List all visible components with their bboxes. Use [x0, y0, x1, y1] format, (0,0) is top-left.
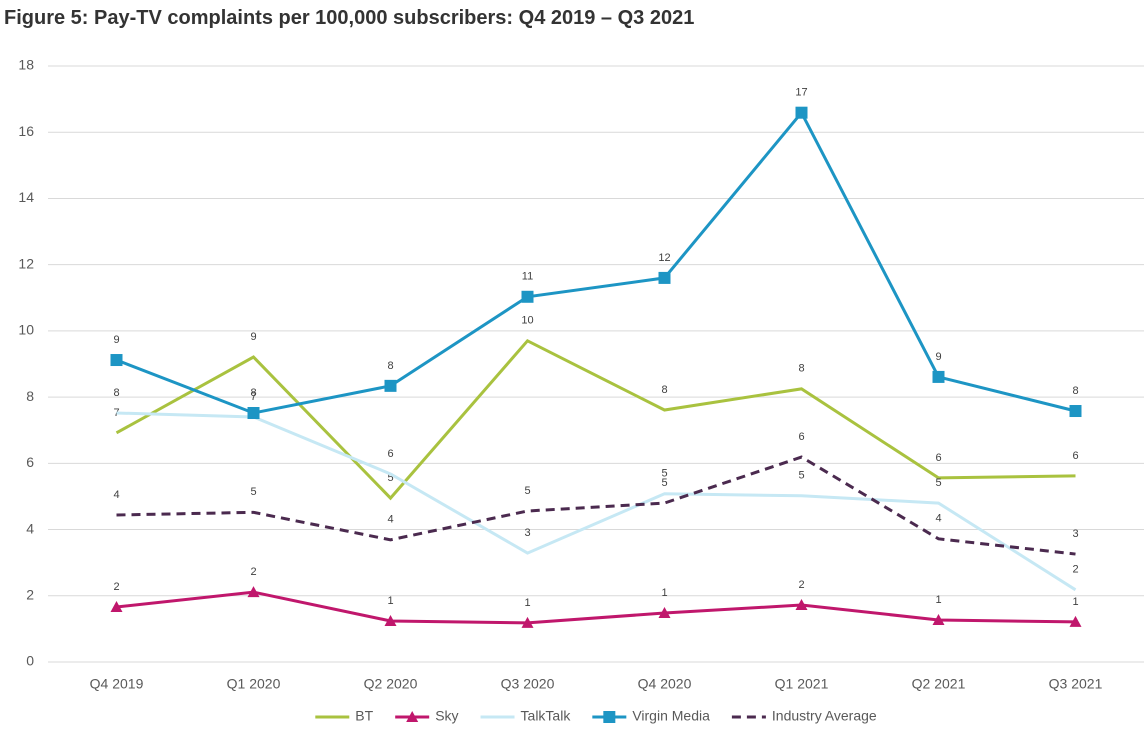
x-tick-label: Q3 2021	[1049, 676, 1103, 692]
data-label: 4	[387, 514, 393, 526]
data-label: 5	[935, 477, 941, 489]
data-label: 1	[387, 595, 393, 607]
data-label: 2	[798, 579, 804, 591]
x-tick-label: Q4 2019	[90, 676, 144, 692]
y-tick-label: 16	[18, 123, 34, 139]
legend-item: Industry Average	[731, 708, 877, 724]
series-line	[115, 109, 1076, 415]
data-label: 2	[1072, 564, 1078, 576]
data-label: 11	[522, 271, 533, 283]
data-label: 4	[935, 513, 941, 525]
marker	[1069, 615, 1082, 627]
data-label: 6	[387, 448, 393, 460]
marker	[384, 614, 397, 626]
chart-title: Figure 5: Pay-TV complaints per 100,000 …	[4, 7, 694, 29]
data-label: 1	[524, 597, 530, 609]
x-tick-label: Q2 2021	[912, 676, 966, 692]
data-label: 6	[1072, 450, 1078, 462]
data-label: 1	[661, 587, 667, 599]
x-tick-label: Q2 2020	[364, 676, 418, 692]
marker	[406, 711, 419, 722]
series-line	[116, 411, 1077, 592]
legend-label: BT	[355, 708, 373, 724]
marker	[110, 601, 123, 613]
data-label: 8	[113, 387, 119, 399]
y-tick-label: 12	[18, 255, 34, 271]
marker	[932, 613, 945, 625]
marker	[1069, 405, 1082, 418]
data-label: 5	[661, 477, 667, 489]
y-tick-label: 4	[26, 520, 34, 536]
data-label: 12	[658, 252, 670, 264]
data-label: 3	[524, 527, 530, 539]
legend: BT Sky TalkTalk Virgin Media Industry Averag…	[315, 708, 877, 724]
data-label: 1	[935, 594, 941, 606]
x-tick-label: Q3 2020	[501, 676, 555, 692]
legend-label: Industry Average	[772, 708, 877, 724]
y-tick-label: 14	[18, 189, 34, 205]
x-tick-label: Q1 2021	[775, 676, 829, 692]
marker	[110, 354, 123, 367]
data-label: 7	[113, 407, 119, 419]
marker	[247, 586, 260, 598]
data-label: 4	[113, 489, 119, 501]
x-tick-label: Q1 2020	[227, 676, 281, 692]
y-tick-label: 18	[18, 57, 34, 73]
data-label: 5	[798, 470, 804, 482]
data-label: 8	[387, 360, 393, 372]
data-label: 9	[250, 331, 256, 343]
data-label: 8	[661, 384, 667, 396]
data-label: 8	[798, 363, 804, 375]
marker	[658, 271, 671, 284]
data-label: 5	[661, 468, 667, 480]
y-tick-label: 8	[26, 388, 34, 404]
marker	[795, 599, 808, 611]
legend-label: TalkTalk	[521, 708, 572, 724]
data-label: 9	[935, 351, 941, 363]
marker	[932, 370, 945, 383]
data-label: 17	[795, 87, 807, 99]
data-label: 1	[1072, 596, 1078, 608]
data-label: 5	[524, 485, 530, 497]
series-line	[116, 590, 1076, 625]
marker	[521, 616, 534, 628]
marker	[658, 606, 671, 618]
marker	[521, 290, 534, 303]
y-tick-label: 2	[26, 586, 34, 602]
data-label: 9	[113, 334, 119, 346]
data-label: 7	[250, 391, 256, 403]
y-tick-label: 0	[26, 653, 34, 669]
marker	[247, 407, 260, 420]
data-label: 6	[798, 431, 804, 443]
legend-item: TalkTalk	[480, 708, 572, 724]
x-tick-label: Q4 2020	[638, 676, 692, 692]
marker	[384, 379, 397, 392]
data-label: 5	[250, 486, 256, 498]
marker	[603, 711, 616, 723]
data-label: 2	[250, 566, 256, 578]
marker	[795, 106, 808, 119]
series-line	[115, 338, 1076, 501]
legend-item: BT	[315, 708, 374, 724]
legend-label: Sky	[435, 708, 458, 724]
data-label: 5	[387, 472, 393, 484]
legend-item: Sky	[395, 708, 459, 724]
data-label: 10	[521, 315, 533, 327]
data-label: 8	[250, 387, 256, 399]
series-line	[116, 455, 1076, 556]
y-tick-label: 10	[18, 322, 34, 338]
y-tick-label: 6	[26, 454, 34, 470]
data-label: 8	[1072, 385, 1078, 397]
legend-item: Virgin Media	[592, 708, 710, 724]
legend-label: Virgin Media	[632, 708, 710, 724]
data-label: 3	[1072, 528, 1078, 540]
data-label: 6	[935, 452, 941, 464]
data-label: 2	[113, 581, 119, 593]
